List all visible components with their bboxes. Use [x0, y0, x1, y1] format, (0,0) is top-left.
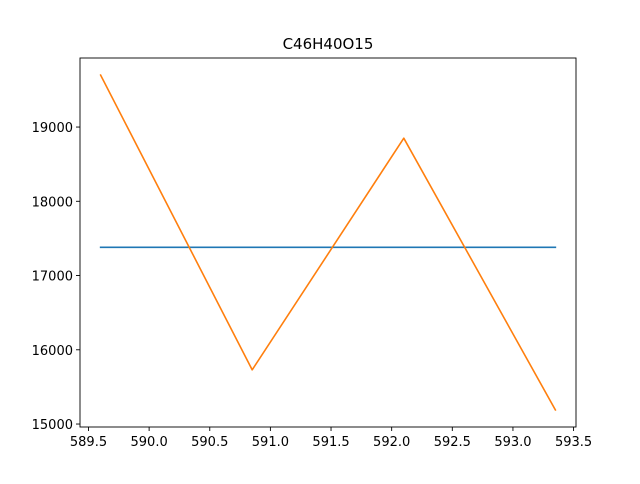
y-tick-label: 18000 — [32, 195, 73, 210]
plot-frame — [79, 57, 577, 428]
series-layer — [99, 74, 557, 412]
y-tick-label: 15000 — [32, 418, 73, 433]
x-tick-label: 590.5 — [191, 435, 228, 450]
x-tick-label: 591.5 — [312, 435, 349, 450]
x-tick-label: 591.0 — [252, 435, 289, 450]
y-tick-label: 17000 — [32, 270, 73, 285]
x-tick-label: 593.5 — [555, 435, 592, 450]
axes-layer: 589.5 590.0 590.5 591.0 591.5 592.0 592.5 593.0… — [32, 57, 592, 450]
chart-title: C46H40O15 — [283, 35, 374, 53]
x-tick-label: 589.5 — [70, 435, 107, 450]
x-tick-label: 592.5 — [434, 435, 471, 450]
y-tick-label: 16000 — [32, 344, 73, 359]
y-tick-label: 19000 — [32, 121, 73, 136]
x-tick-label: 590.0 — [131, 435, 168, 450]
x-tick-label: 592.0 — [373, 435, 410, 450]
x-tick-label: 593.0 — [494, 435, 531, 450]
series-line-1 — [99, 74, 557, 412]
